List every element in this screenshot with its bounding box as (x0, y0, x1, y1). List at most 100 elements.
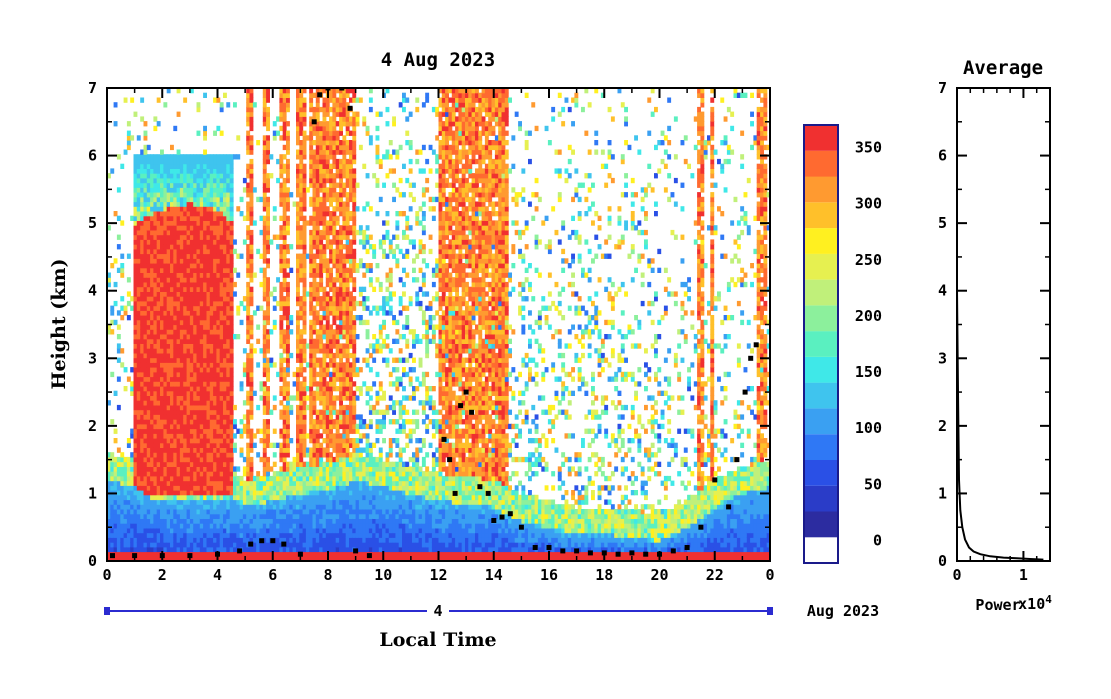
heatmap-cell (113, 537, 118, 543)
heatmap-cell (213, 338, 217, 344)
heatmap-cell (282, 338, 287, 344)
heatmap-cell (196, 281, 201, 288)
heatmap-cell (193, 258, 198, 264)
heatmap-cell (183, 319, 188, 326)
heatmap-cell (133, 277, 138, 283)
heatmap-cell (130, 513, 135, 519)
heatmap-cell (249, 494, 254, 501)
heatmap-cell (156, 556, 161, 561)
heatmap-cell (133, 168, 138, 174)
heatmap-cell (315, 267, 320, 273)
heatmap-cell (140, 357, 145, 363)
heatmap-cell (279, 466, 284, 472)
heatmap-cell (179, 409, 184, 415)
heatmap-cell (276, 504, 280, 510)
heatmap-cell (266, 106, 270, 113)
heatmap-cell (259, 556, 264, 561)
heatmap-cell (315, 102, 320, 108)
heatmap-cell (176, 532, 181, 538)
heatmap-cell (133, 452, 138, 458)
heatmap-cell (299, 395, 304, 401)
heatmap-cell (199, 244, 204, 250)
heatmap-cell (223, 244, 227, 250)
heatmap-cell (206, 414, 211, 420)
heatmap-cell (309, 324, 314, 330)
heatmap-cell (173, 423, 178, 430)
heatmap-cell (113, 532, 118, 538)
heatmap-cell (299, 329, 304, 335)
heatmap-cell (315, 121, 320, 127)
heatmap-cell (153, 423, 158, 430)
heatmap-cell (153, 201, 158, 207)
heatmap-cell (196, 177, 201, 184)
heatmap-cell (170, 177, 174, 184)
heatmap-cell (199, 461, 204, 467)
heatmap-cell (279, 324, 284, 330)
heatmap-cell (203, 338, 207, 344)
heatmap-cell (315, 357, 320, 363)
heatmap-cell (186, 263, 191, 269)
heatmap-cell (309, 433, 314, 439)
heatmap-cell (156, 163, 161, 169)
heatmap-cell (302, 144, 307, 151)
heatmap-cell (110, 504, 115, 510)
heatmap-cell (302, 267, 307, 273)
heatmap-cell (332, 286, 337, 292)
heatmap-cell (209, 310, 214, 316)
heatmap-cell (219, 168, 224, 174)
heatmap-cell (150, 239, 154, 245)
heatmap-cell (266, 296, 270, 302)
heatmap-cell (179, 509, 184, 515)
heatmap-cell (140, 187, 145, 193)
heatmap-cell (170, 352, 174, 359)
heatmap-cell (120, 546, 125, 553)
heatmap-cell (143, 315, 148, 321)
heatmap-cell (325, 329, 330, 335)
heatmap-cell (216, 537, 221, 543)
heatmap-cell (166, 386, 171, 392)
heatmap-cell (296, 102, 300, 108)
heatmap-cell (309, 475, 314, 482)
heatmap-cell (249, 173, 254, 179)
heatmap-cell (322, 461, 327, 467)
heatmap-cell (176, 452, 181, 458)
heatmap-cell (302, 414, 307, 420)
heatmap-cell (143, 362, 148, 368)
heatmap-cell (179, 537, 184, 543)
heatmap-cell (279, 456, 284, 463)
heatmap-cell (259, 509, 264, 515)
heatmap-cell (233, 499, 237, 505)
heatmap-cell (296, 509, 300, 515)
heatmap-cell (309, 168, 314, 174)
heatmap-cell (329, 371, 333, 378)
heatmap-cell (219, 343, 224, 349)
heatmap-cell (272, 296, 277, 302)
heatmap-cell (113, 556, 118, 561)
heatmap-cell (279, 158, 284, 165)
heatmap-cell (269, 551, 274, 557)
heatmap-cell (236, 494, 241, 501)
heatmap-cell (133, 480, 138, 486)
heatmap-cell (206, 215, 211, 221)
heatmap-cell (107, 537, 111, 543)
heatmap-cell (209, 499, 214, 505)
heatmap-cell (213, 376, 217, 382)
heatmap-cell (239, 381, 244, 387)
heatmap-cell (309, 367, 314, 373)
heatmap-cell (209, 447, 214, 453)
heatmap-cell (166, 296, 171, 302)
heatmap-cell (292, 371, 297, 378)
heatmap-cell (335, 263, 340, 269)
heatmap-cell (329, 352, 333, 359)
heatmap-cell (335, 527, 340, 534)
heatmap-cell (233, 267, 237, 273)
heatmap-cell (266, 135, 270, 141)
heatmap-cell (266, 367, 270, 373)
heatmap-cell (229, 343, 234, 349)
heatmap-cell (166, 211, 171, 217)
heatmap-cell (246, 433, 251, 439)
heatmap-cell (183, 466, 188, 472)
heatmap-cell (305, 466, 310, 472)
heatmap-cell (219, 338, 224, 344)
heatmap-cell (302, 173, 307, 179)
